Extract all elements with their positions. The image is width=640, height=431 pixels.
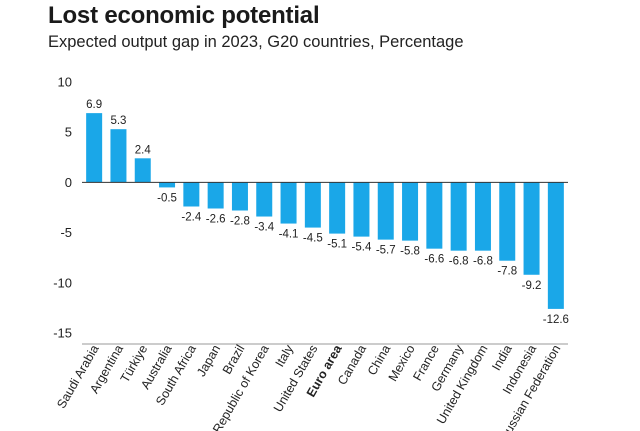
data-label: -5.7 <box>376 245 396 257</box>
data-label: -7.8 <box>497 266 517 278</box>
bar <box>426 182 443 249</box>
x-tick-label: Japan <box>194 342 223 379</box>
data-label: -4.5 <box>303 233 323 245</box>
data-label: -0.5 <box>157 192 177 204</box>
bar <box>134 158 151 183</box>
chart-title: Lost economic potential <box>48 2 320 29</box>
y-tick-label: -10 <box>53 275 72 290</box>
data-label: -6.8 <box>449 256 469 268</box>
bar <box>474 182 491 251</box>
data-label: -3.4 <box>254 222 274 234</box>
bar <box>110 129 127 183</box>
data-label: -5.4 <box>352 242 372 254</box>
data-label: -4.1 <box>279 229 299 241</box>
bar <box>450 182 467 251</box>
bar <box>402 182 419 241</box>
data-label: -2.6 <box>206 214 226 226</box>
bar <box>256 182 273 217</box>
data-label: 6.9 <box>86 99 102 111</box>
bar <box>86 113 103 183</box>
data-label: -6.6 <box>424 254 444 266</box>
bar <box>183 182 200 207</box>
data-label: -5.8 <box>400 246 420 258</box>
y-tick-label: -5 <box>60 225 72 240</box>
bar <box>523 182 540 275</box>
bar <box>499 182 516 261</box>
bar <box>329 182 346 234</box>
data-label: -6.8 <box>473 256 493 268</box>
bar <box>377 182 394 240</box>
y-tick-label: 10 <box>58 75 72 90</box>
data-label: 5.3 <box>110 115 126 127</box>
data-label: -2.8 <box>230 216 250 228</box>
data-label: -12.6 <box>543 314 569 326</box>
y-tick-label: 5 <box>65 125 72 140</box>
bar <box>159 182 176 188</box>
y-tick-label: -15 <box>53 326 72 341</box>
x-tick-label: Italy <box>273 342 297 370</box>
data-label: 2.4 <box>135 144 152 156</box>
bar <box>280 182 297 224</box>
data-label: -5.1 <box>327 239 347 251</box>
bar <box>207 182 224 209</box>
y-tick-label: 0 <box>65 175 72 190</box>
bar <box>547 182 564 309</box>
data-label: -2.4 <box>181 211 201 223</box>
data-label: -9.2 <box>522 280 542 292</box>
chart-subtitle: Expected output gap in 2023, G20 countri… <box>48 33 464 51</box>
bar <box>353 182 370 237</box>
bar <box>231 182 248 211</box>
bar <box>304 182 321 228</box>
